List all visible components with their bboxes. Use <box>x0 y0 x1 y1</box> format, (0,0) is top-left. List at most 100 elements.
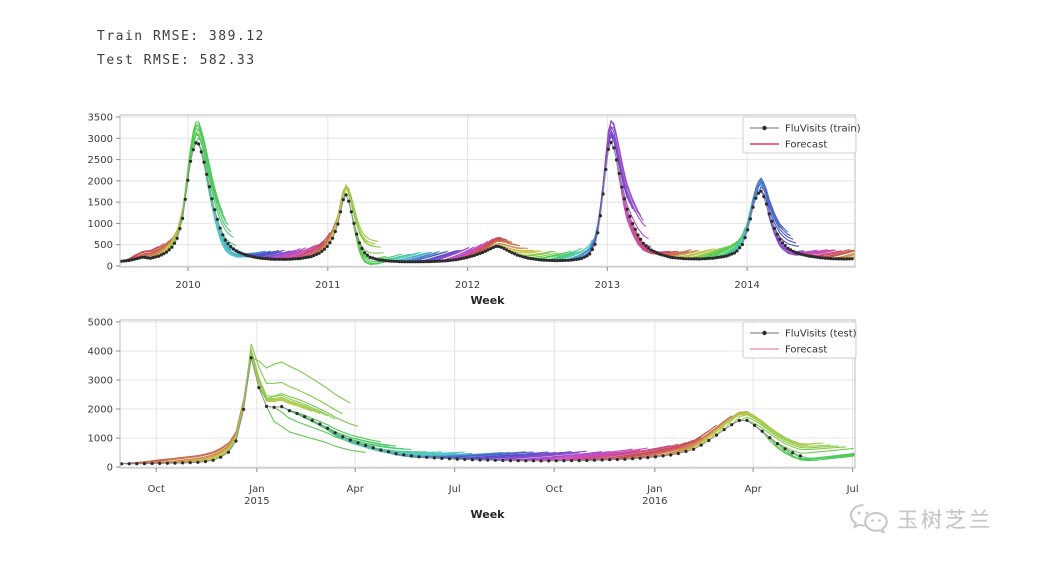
forecast-line <box>163 133 199 255</box>
observed-point <box>608 458 612 462</box>
observed-point <box>791 451 795 455</box>
observed-point <box>550 258 554 263</box>
observed-point <box>722 255 726 259</box>
observed-point <box>847 257 852 261</box>
observed-point <box>831 257 836 261</box>
observed-point <box>556 259 560 263</box>
observed-point <box>440 259 444 263</box>
observed-point <box>325 244 329 249</box>
forecast-line <box>342 185 379 242</box>
observed-point <box>317 251 321 255</box>
observed-point <box>430 259 434 264</box>
observed-point <box>700 257 704 261</box>
observed-point <box>395 259 399 263</box>
observed-point <box>756 191 761 195</box>
observed-point <box>665 254 670 258</box>
observed-point <box>542 258 546 262</box>
observed-point <box>671 256 675 260</box>
observed-point <box>363 251 367 255</box>
observed-point <box>298 256 302 261</box>
observed-point <box>638 456 642 460</box>
observed-point <box>435 259 439 263</box>
observed-point <box>606 147 611 151</box>
forecast-line <box>190 123 226 221</box>
x-tick-label: Oct <box>148 484 165 495</box>
forecast-line <box>345 194 381 248</box>
observed-point <box>647 246 651 250</box>
x-tick-label: 2010 <box>175 280 200 291</box>
observed-point <box>502 246 506 251</box>
y-tick-label: 5000 <box>88 318 113 329</box>
forecast-line <box>458 238 494 260</box>
observed-point <box>440 456 444 460</box>
observed-point <box>478 251 482 256</box>
observed-point <box>310 418 314 422</box>
observed-point <box>802 253 806 257</box>
x-tick-sublabel: 2015 <box>244 496 269 507</box>
observed-point <box>462 256 466 260</box>
x-axis-title: Week <box>471 508 506 521</box>
observed-point <box>775 232 779 236</box>
observed-point <box>673 256 678 260</box>
observed-point <box>282 257 286 261</box>
y-tick-label: 0 <box>107 463 113 474</box>
observed-point <box>850 257 854 261</box>
forecast-line <box>195 136 232 233</box>
forecast-line <box>752 177 789 233</box>
observed-point <box>711 256 715 260</box>
forecast-line <box>760 190 797 244</box>
observed-point <box>443 259 447 263</box>
observed-point <box>417 455 421 459</box>
observed-point <box>355 232 359 236</box>
observed-point <box>681 257 686 261</box>
x-axis-title: Week <box>471 294 506 307</box>
forecast-line <box>723 411 824 445</box>
observed-point <box>539 258 544 262</box>
forecast-line <box>434 246 470 262</box>
observed-point <box>716 255 720 259</box>
observed-point <box>261 256 265 260</box>
observed-point <box>154 255 158 259</box>
observed-point <box>753 423 757 427</box>
legend: FluVisits (test) Forecast <box>742 321 857 359</box>
observed-point <box>737 418 741 423</box>
observed-point <box>724 254 728 258</box>
observed-point <box>815 255 820 259</box>
observed-point <box>188 461 192 465</box>
observed-point <box>451 258 455 262</box>
observed-point <box>344 193 348 197</box>
observed-point <box>142 462 147 466</box>
forecast-line <box>243 343 344 415</box>
observed-point <box>379 258 383 262</box>
observed-point <box>181 461 185 465</box>
forecast-line <box>447 243 483 262</box>
observed-point <box>818 256 822 260</box>
observed-point <box>531 459 536 463</box>
observed-point <box>333 431 337 435</box>
observed-point <box>572 258 576 262</box>
observed-point <box>748 217 753 221</box>
observed-point <box>213 208 217 212</box>
observed-point <box>470 458 474 462</box>
observed-point <box>537 258 541 262</box>
observed-point <box>588 252 592 256</box>
forecast-line <box>502 451 603 462</box>
observed-point <box>547 459 551 463</box>
observed-point <box>253 255 257 259</box>
observed-point <box>432 259 436 263</box>
forecast-line <box>235 349 336 442</box>
observed-point <box>288 257 292 261</box>
observed-point <box>714 256 718 260</box>
forecast-line <box>557 239 593 262</box>
observed-point <box>786 246 790 250</box>
observed-point <box>223 238 227 242</box>
observed-point <box>296 257 300 261</box>
observed-point <box>582 255 587 259</box>
observed-point <box>122 259 126 263</box>
observed-point <box>554 459 558 463</box>
observed-point <box>352 221 356 225</box>
observed-point <box>197 142 201 146</box>
observed-point <box>706 256 710 261</box>
x-tick-label: Oct <box>546 484 563 495</box>
observed-point <box>285 257 289 261</box>
